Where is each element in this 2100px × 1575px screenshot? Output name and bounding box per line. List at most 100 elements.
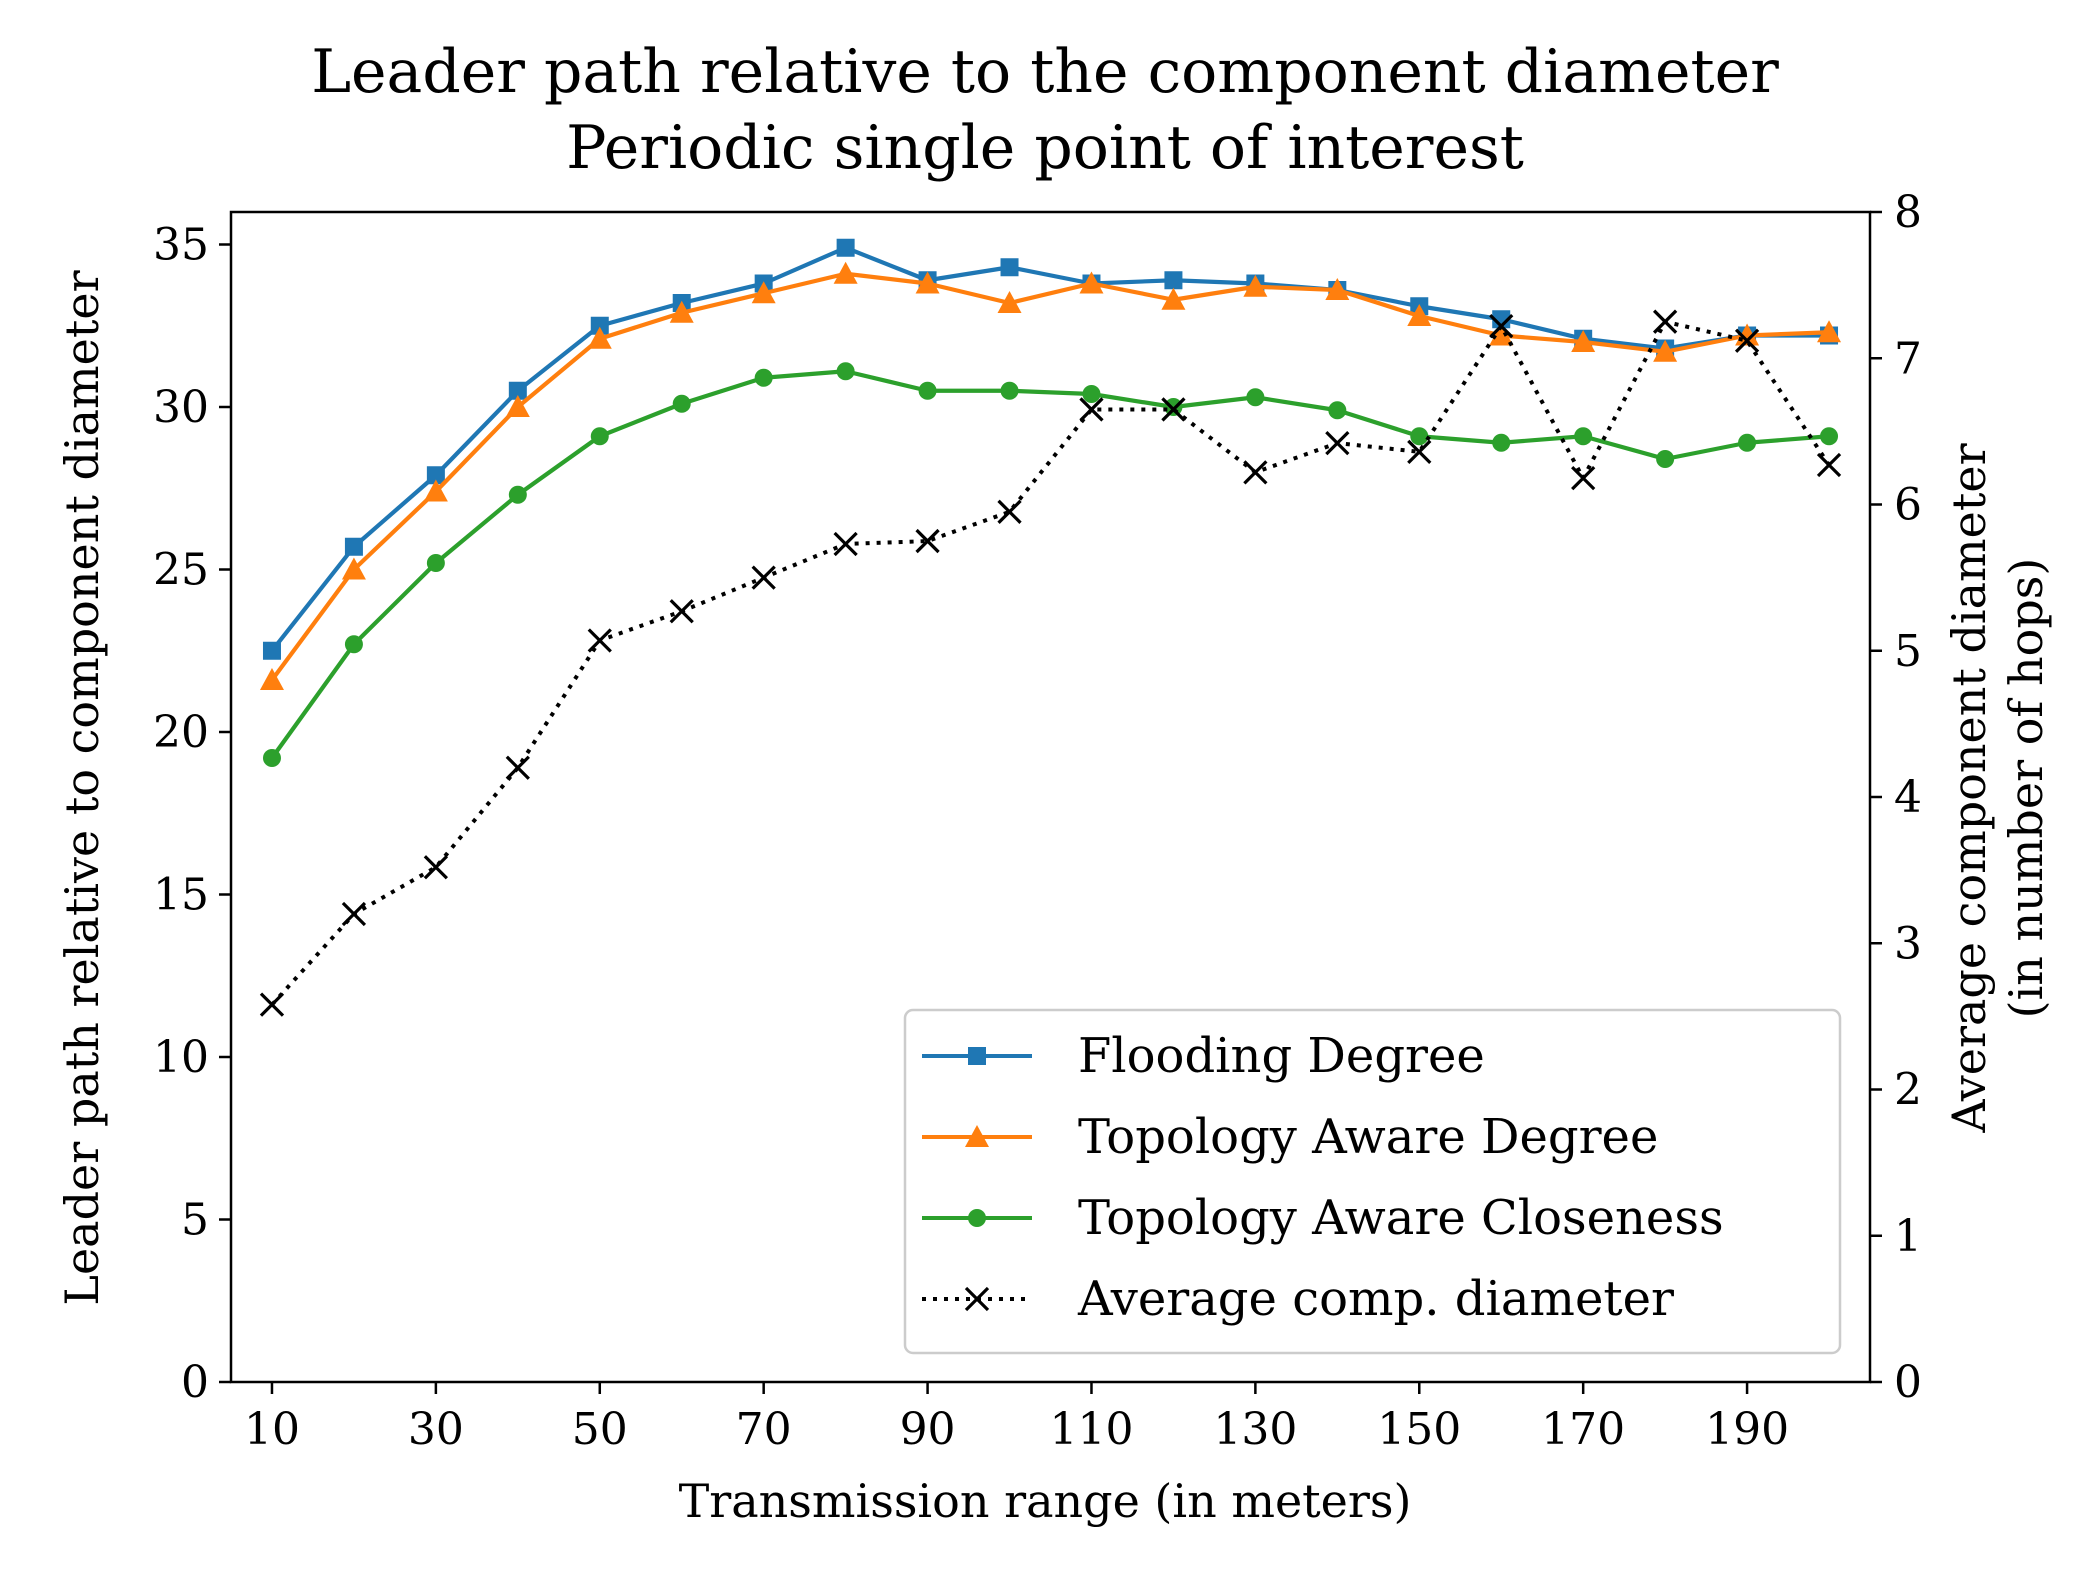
y2-axis-label-unit: (in number of hops) (1999, 558, 2053, 1019)
x-tick-label: 190 (1705, 1404, 1789, 1455)
data-point-s0-9 (1000, 258, 1019, 277)
data-point-s1-3 (505, 395, 530, 417)
data-point-s1-9 (997, 291, 1022, 313)
legend-marker-0 (968, 1047, 986, 1065)
data-point-s3-16 (1571, 466, 1596, 491)
data-point-s3-4 (587, 628, 612, 653)
data-point-s3-6 (751, 565, 776, 590)
data-point-s1-12 (1243, 274, 1268, 297)
data-point-s3-12 (1243, 460, 1268, 485)
data-point-s2-19 (1820, 427, 1839, 446)
data-point-s0-4 (590, 316, 609, 335)
data-point-s3-5 (669, 599, 694, 624)
data-point-s2-18 (1738, 433, 1757, 452)
y2-tick-label: 5 (1894, 626, 1922, 677)
y2-tick-label: 1 (1894, 1211, 1922, 1262)
x-tick-label: 50 (572, 1404, 628, 1455)
data-point-s3-7 (833, 531, 858, 557)
x-tick-label: 110 (1049, 1404, 1133, 1455)
chart-title: Leader path relative to the component di… (311, 37, 1779, 107)
y-tick-label: 15 (153, 870, 209, 921)
data-point-s1-7 (833, 261, 858, 284)
y-tick-label: 5 (181, 1195, 209, 1246)
data-point-s1-1 (341, 557, 366, 580)
data-point-s3-15 (1489, 313, 1514, 339)
data-point-s1-0 (259, 668, 284, 690)
data-point-s2-10 (1082, 385, 1101, 403)
y-axis-label: Leader path relative to component diamet… (55, 270, 109, 1305)
data-point-s1-10 (1079, 271, 1104, 294)
x-tick-label: 130 (1213, 1404, 1297, 1455)
legend-marker-2 (968, 1209, 986, 1227)
data-point-s3-2 (423, 855, 449, 880)
plot-area: 10 30 50 70 90 110 130 150 170 190051015202530350… (153, 187, 1922, 1455)
data-point-s2-1 (344, 635, 363, 654)
data-point-s1-11 (1161, 287, 1186, 310)
data-point-s2-4 (590, 427, 609, 446)
data-point-s2-5 (672, 394, 691, 413)
data-point-s2-17 (1656, 450, 1675, 468)
legend-label-0: Flooding Degree (1078, 1028, 1485, 1084)
data-point-s3-11 (1161, 397, 1186, 422)
y-tick-label: 25 (153, 545, 209, 596)
data-point-s3-9 (997, 499, 1022, 524)
data-point-s0-11 (1164, 271, 1183, 290)
data-point-s2-2 (426, 554, 445, 572)
y2-tick-label: 3 (1894, 918, 1922, 969)
data-point-s2-13 (1328, 401, 1347, 420)
legend: Flooding Degree Topology Aware Degree Topo… (903, 1008, 1842, 1355)
series-line-1 (270, 271, 1830, 682)
y2-tick-label: 4 (1894, 772, 1922, 823)
data-point-s2-12 (1246, 388, 1265, 407)
data-point-s2-3 (508, 485, 527, 504)
data-point-s3-8 (915, 528, 940, 554)
y2-tick-label: 6 (1894, 480, 1922, 531)
x-tick-label: 30 (408, 1404, 464, 1455)
y-tick-label: 10 (153, 1032, 209, 1083)
data-point-s1-6 (751, 281, 776, 304)
data-point-s0-2 (426, 466, 445, 485)
y2-axis-label: Average component diameter (1942, 443, 1996, 1133)
data-point-s2-11 (1164, 398, 1183, 416)
x-tick-label: 70 (736, 1404, 792, 1455)
data-point-s1-5 (669, 300, 694, 323)
data-point-s2-6 (754, 368, 773, 387)
data-point-s2-14 (1410, 427, 1429, 446)
data-point-s3-1 (341, 901, 367, 927)
data-point-s1-14 (1407, 304, 1432, 326)
x-tick-label: 170 (1541, 1404, 1625, 1455)
data-point-s2-0 (262, 749, 281, 767)
data-point-s3-0 (259, 992, 285, 1017)
data-point-s1-17 (1653, 339, 1678, 362)
data-point-s1-13 (1325, 278, 1350, 300)
y2-tick-label: 8 (1894, 187, 1922, 238)
data-point-s1-8 (915, 271, 940, 294)
data-point-s3-17 (1652, 309, 1678, 334)
data-point-s0-3 (508, 381, 527, 400)
y2-tick-label: 0 (1894, 1357, 1922, 1408)
data-point-s1-19 (1817, 320, 1842, 343)
data-point-s0-1 (344, 537, 363, 556)
legend-marker-3 (964, 1286, 990, 1312)
data-point-s3-19 (1816, 452, 1842, 478)
data-point-s2-9 (1000, 381, 1019, 400)
x-axis-label: Transmission range (in meters) (679, 1474, 1412, 1528)
data-point-s1-2 (423, 479, 448, 502)
data-point-s3-14 (1407, 439, 1432, 464)
legend-frame (903, 1008, 1842, 1355)
legend-label-2: Topology Aware Closeness (1078, 1190, 1724, 1246)
x-tick-label: 90 (900, 1404, 956, 1455)
y-tick-label: 35 (153, 220, 209, 271)
legend-label-1: Topology Aware Degree (1078, 1109, 1658, 1165)
y-tick-label: 20 (153, 707, 209, 758)
data-point-s3-3 (505, 755, 530, 780)
data-point-s1-16 (1571, 330, 1596, 352)
series-line-2 (270, 369, 1830, 760)
data-point-s2-8 (918, 381, 937, 400)
y-tick-label: 30 (153, 382, 209, 433)
legend-label-3: Average comp. diameter (1077, 1271, 1674, 1327)
x-tick-label: 150 (1377, 1404, 1461, 1455)
data-point-s0-0 (262, 641, 281, 660)
